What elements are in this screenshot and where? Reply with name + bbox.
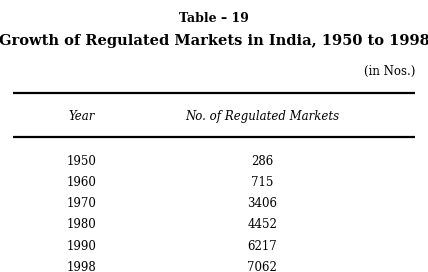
Text: (in Nos.): (in Nos.) <box>364 65 415 78</box>
Text: 6217: 6217 <box>247 240 277 253</box>
Text: Year: Year <box>68 110 95 123</box>
Text: 4452: 4452 <box>247 218 277 231</box>
Text: 1950: 1950 <box>66 154 96 168</box>
Text: 1998: 1998 <box>66 261 96 272</box>
Text: Table – 19: Table – 19 <box>179 12 249 25</box>
Text: 1990: 1990 <box>66 240 96 253</box>
Text: Growth of Regulated Markets in India, 1950 to 1998: Growth of Regulated Markets in India, 19… <box>0 34 428 48</box>
Text: No. of Regulated Markets: No. of Regulated Markets <box>185 110 339 123</box>
Text: 715: 715 <box>251 176 273 189</box>
Text: 1980: 1980 <box>66 218 96 231</box>
Text: 286: 286 <box>251 154 273 168</box>
Text: 1970: 1970 <box>66 197 96 210</box>
Text: 1960: 1960 <box>66 176 96 189</box>
Text: 3406: 3406 <box>247 197 277 210</box>
Text: 7062: 7062 <box>247 261 277 272</box>
